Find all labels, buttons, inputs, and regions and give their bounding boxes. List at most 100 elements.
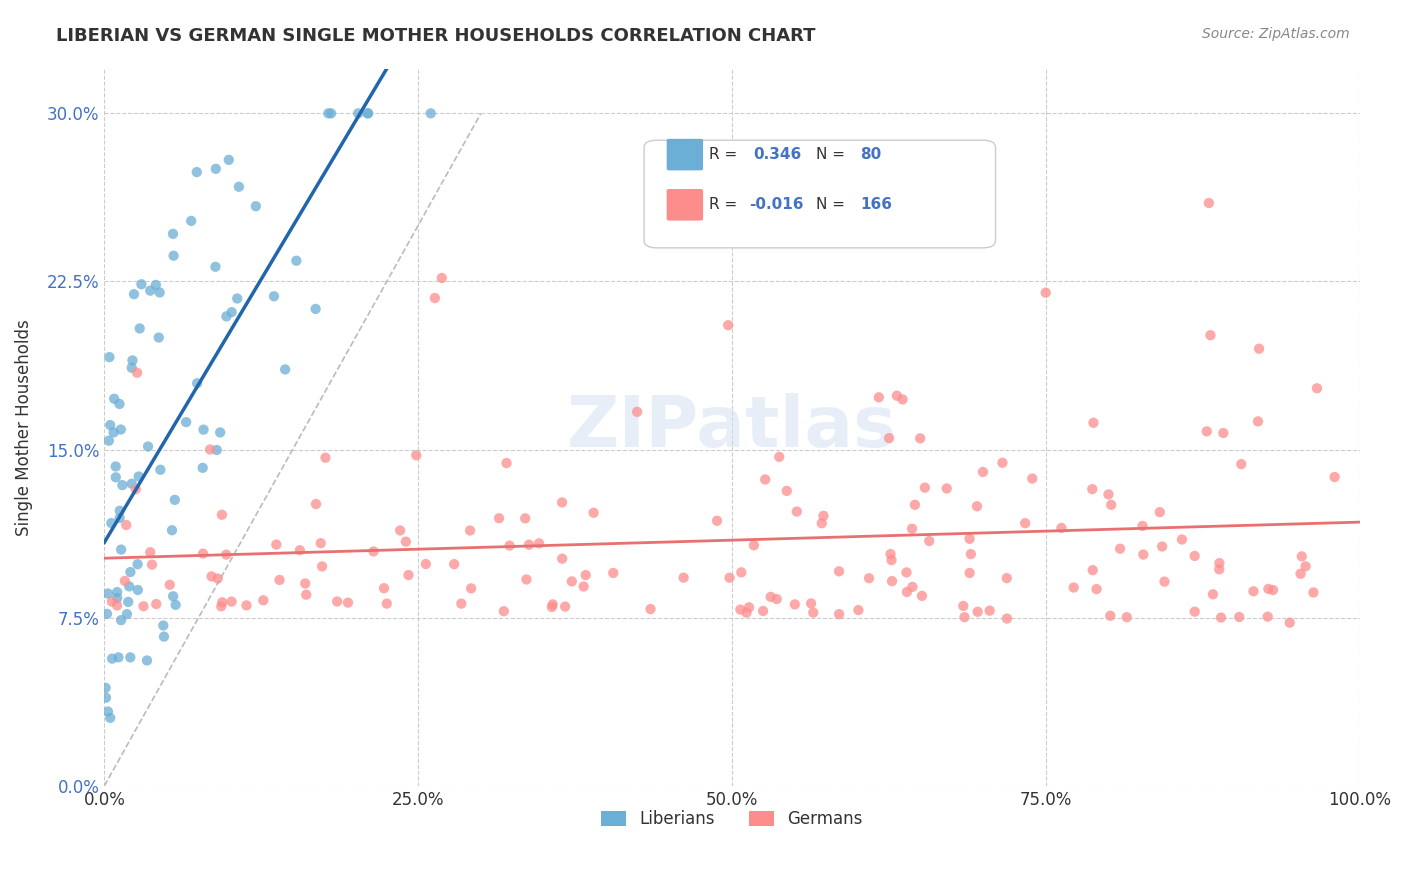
Point xyxy=(314,450,336,465)
Point xyxy=(1132,519,1154,533)
Point xyxy=(1021,471,1043,485)
Point xyxy=(450,597,472,611)
Point xyxy=(1243,584,1265,599)
Point xyxy=(828,607,851,622)
Point xyxy=(1153,574,1175,589)
Point xyxy=(458,524,481,538)
Point xyxy=(389,524,412,538)
Point xyxy=(136,440,159,454)
Point xyxy=(131,277,153,292)
Point xyxy=(991,456,1014,470)
Point xyxy=(104,459,127,474)
Point xyxy=(356,106,378,120)
Point xyxy=(141,558,163,572)
Point xyxy=(515,511,537,525)
Point xyxy=(105,585,128,599)
Point xyxy=(326,594,349,608)
Point xyxy=(1230,457,1253,471)
Point xyxy=(880,574,903,589)
Point xyxy=(626,405,648,419)
Point xyxy=(1306,381,1329,395)
Point xyxy=(1149,505,1171,519)
Point xyxy=(398,568,420,582)
Point xyxy=(191,460,214,475)
Point xyxy=(318,106,340,120)
Text: R =: R = xyxy=(710,147,742,162)
Point xyxy=(935,482,957,496)
Point xyxy=(1295,559,1317,574)
Point xyxy=(103,392,125,406)
Point xyxy=(730,602,752,616)
Point xyxy=(419,106,441,120)
Point xyxy=(108,504,131,518)
Point xyxy=(1195,425,1218,439)
Point xyxy=(1198,196,1220,211)
Point xyxy=(98,711,121,725)
Point xyxy=(423,291,446,305)
Point xyxy=(159,578,181,592)
Point xyxy=(602,566,624,580)
Point xyxy=(810,516,832,531)
Point xyxy=(108,511,131,525)
Point xyxy=(1278,615,1301,630)
Point xyxy=(149,463,172,477)
Point xyxy=(582,506,605,520)
Point xyxy=(218,153,240,167)
Point xyxy=(174,415,197,429)
Point xyxy=(115,607,138,621)
Point xyxy=(1035,285,1057,300)
Point xyxy=(1249,342,1271,356)
Point xyxy=(742,538,765,552)
Point xyxy=(443,557,465,571)
Point xyxy=(162,249,184,263)
Point xyxy=(252,593,274,607)
Point xyxy=(145,277,167,292)
Point xyxy=(896,566,918,580)
Point xyxy=(103,425,125,440)
Point xyxy=(274,362,297,376)
Point xyxy=(953,610,976,624)
Point xyxy=(498,539,520,553)
Point xyxy=(1257,582,1279,596)
Point xyxy=(120,565,142,579)
Point xyxy=(105,591,128,605)
Point xyxy=(754,472,776,486)
Point xyxy=(706,514,728,528)
Point xyxy=(1184,605,1206,619)
Point xyxy=(575,568,598,582)
Point xyxy=(245,199,267,213)
Point xyxy=(776,483,799,498)
Point xyxy=(828,565,851,579)
Point xyxy=(541,598,564,612)
Point xyxy=(97,586,120,600)
Point xyxy=(98,350,121,364)
Point xyxy=(1323,470,1346,484)
Point xyxy=(105,599,128,613)
Point xyxy=(125,482,148,496)
Point xyxy=(765,592,787,607)
Point xyxy=(108,397,131,411)
Point xyxy=(995,611,1018,625)
Point xyxy=(1081,482,1104,496)
Point xyxy=(193,423,215,437)
Point xyxy=(211,595,233,609)
Point xyxy=(858,571,880,585)
Point xyxy=(1209,610,1232,624)
Point xyxy=(1208,562,1230,576)
Point xyxy=(357,106,380,120)
Point xyxy=(551,551,574,566)
Point xyxy=(132,599,155,614)
Point xyxy=(752,604,775,618)
Point xyxy=(211,508,233,522)
Point xyxy=(309,536,332,550)
Point xyxy=(209,425,232,440)
Point xyxy=(738,600,761,615)
Point xyxy=(145,597,167,611)
Point xyxy=(97,705,120,719)
Point xyxy=(148,330,170,344)
Point xyxy=(139,284,162,298)
Point xyxy=(160,523,183,537)
Point xyxy=(121,360,143,375)
Point xyxy=(205,442,228,457)
Text: 0.346: 0.346 xyxy=(754,147,801,162)
